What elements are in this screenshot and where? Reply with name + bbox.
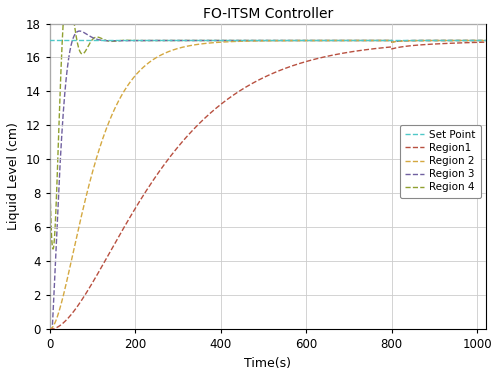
Region 4 (324, 38, 330, 43)
Region1 (370, 47, 376, 51)
Region 4 (60, 21, 66, 26)
Region 4 (394, 39, 400, 44)
Region 2 (68, 258, 74, 263)
Region 3 (370, 38, 376, 43)
Set Point (483, 38, 489, 43)
Region 3 (304, 38, 310, 43)
Region 3 (483, 38, 489, 43)
Region 4 (483, 38, 489, 43)
Region1 (68, 312, 74, 317)
Region 2 (483, 38, 489, 43)
Region1 (46, 327, 52, 332)
Legend: Set Point, Region1, Region 2, Region 3, Region 4: Set Point, Region1, Region 2, Region 3, … (400, 125, 480, 198)
Region 3 (394, 39, 400, 43)
Line: Region 2: Region 2 (50, 40, 486, 329)
Region 2 (204, 41, 210, 46)
Region 2 (394, 39, 400, 44)
Set Point (370, 38, 376, 43)
Region 3 (46, 327, 52, 332)
Region 4 (204, 38, 210, 43)
Region1 (394, 46, 400, 50)
Region 4 (46, 164, 52, 169)
Region1 (204, 113, 210, 118)
Region 4 (305, 38, 311, 43)
Region1 (483, 40, 489, 44)
Set Point (304, 38, 310, 43)
Region 4 (50, 247, 56, 251)
Set Point (394, 38, 400, 43)
Line: Region 3: Region 3 (50, 31, 486, 329)
Line: Region1: Region1 (50, 42, 486, 329)
Region1 (324, 54, 330, 59)
Region 2 (370, 38, 376, 43)
Region 3 (68, 41, 74, 46)
Set Point (68, 38, 74, 43)
Region 2 (46, 327, 52, 332)
Set Point (204, 38, 210, 43)
Region 3 (204, 38, 210, 43)
X-axis label: Time(s): Time(s) (244, 357, 291, 370)
Set Point (46, 38, 52, 43)
Line: Region 4: Region 4 (50, 23, 486, 249)
Title: FO-ITSM Controller: FO-ITSM Controller (202, 7, 333, 21)
Y-axis label: Liquid Level (cm): Liquid Level (cm) (7, 123, 20, 230)
Region 4 (370, 38, 376, 43)
Region 2 (324, 38, 330, 43)
Region 2 (304, 38, 310, 43)
Set Point (324, 38, 330, 43)
Region 3 (324, 38, 330, 43)
Region 3 (76, 29, 82, 33)
Region 4 (68, 21, 74, 26)
Region1 (304, 59, 310, 63)
